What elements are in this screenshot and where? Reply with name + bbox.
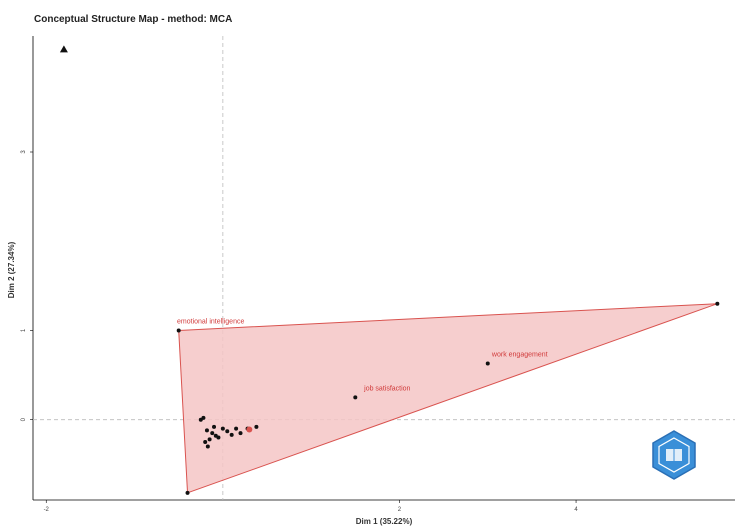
point-label: job satisfaction bbox=[363, 385, 410, 392]
data-point bbox=[229, 432, 234, 437]
points-layer bbox=[59, 45, 720, 495]
data-point bbox=[205, 444, 210, 449]
x-tick-label: 4 bbox=[574, 507, 578, 513]
bibliometrix-hexagon-logo bbox=[652, 430, 696, 480]
data-point bbox=[238, 431, 243, 436]
point-label: emotional intelligence bbox=[177, 318, 244, 325]
outlier-triangle-point bbox=[59, 45, 68, 53]
y-tick-label: 1 bbox=[21, 328, 27, 332]
y-tick-label: 0 bbox=[21, 417, 27, 421]
data-point bbox=[234, 426, 239, 431]
cluster-centroid bbox=[246, 426, 253, 433]
data-point bbox=[204, 428, 209, 433]
chart-title: Conceptual Structure Map - method: MCA bbox=[34, 14, 232, 25]
data-point bbox=[254, 424, 259, 429]
x-tick-label: -2 bbox=[44, 507, 50, 513]
x-axis-label: Dim 1 (35.22%) bbox=[356, 517, 413, 526]
reference-lines bbox=[33, 36, 735, 500]
point-label: work engagement bbox=[491, 351, 548, 358]
data-point bbox=[198, 417, 203, 422]
labels-layer: emotional intelligence job satisfaction wo… bbox=[177, 318, 548, 392]
data-point bbox=[220, 426, 225, 431]
data-point bbox=[225, 429, 230, 434]
y-tick-label: 3 bbox=[21, 150, 27, 154]
data-point bbox=[216, 435, 221, 440]
ticks-layer: -2 2 4 0 1 3 bbox=[21, 150, 578, 513]
plot-area bbox=[32, 36, 735, 501]
cluster-layer bbox=[178, 303, 718, 494]
x-tick-label: 2 bbox=[398, 507, 402, 513]
data-point bbox=[185, 490, 190, 495]
hexagon-inner-icon bbox=[658, 437, 690, 473]
labeled-data-point bbox=[176, 328, 181, 333]
labeled-data-point bbox=[485, 361, 490, 366]
labeled-data-point bbox=[353, 395, 358, 400]
y-axis-label: Dim 2 (27.34%) bbox=[7, 241, 16, 298]
data-point bbox=[210, 431, 215, 436]
data-point bbox=[207, 437, 212, 442]
data-point bbox=[203, 440, 208, 444]
data-point bbox=[715, 301, 720, 306]
cluster-hull bbox=[178, 303, 718, 494]
data-point bbox=[212, 424, 217, 429]
